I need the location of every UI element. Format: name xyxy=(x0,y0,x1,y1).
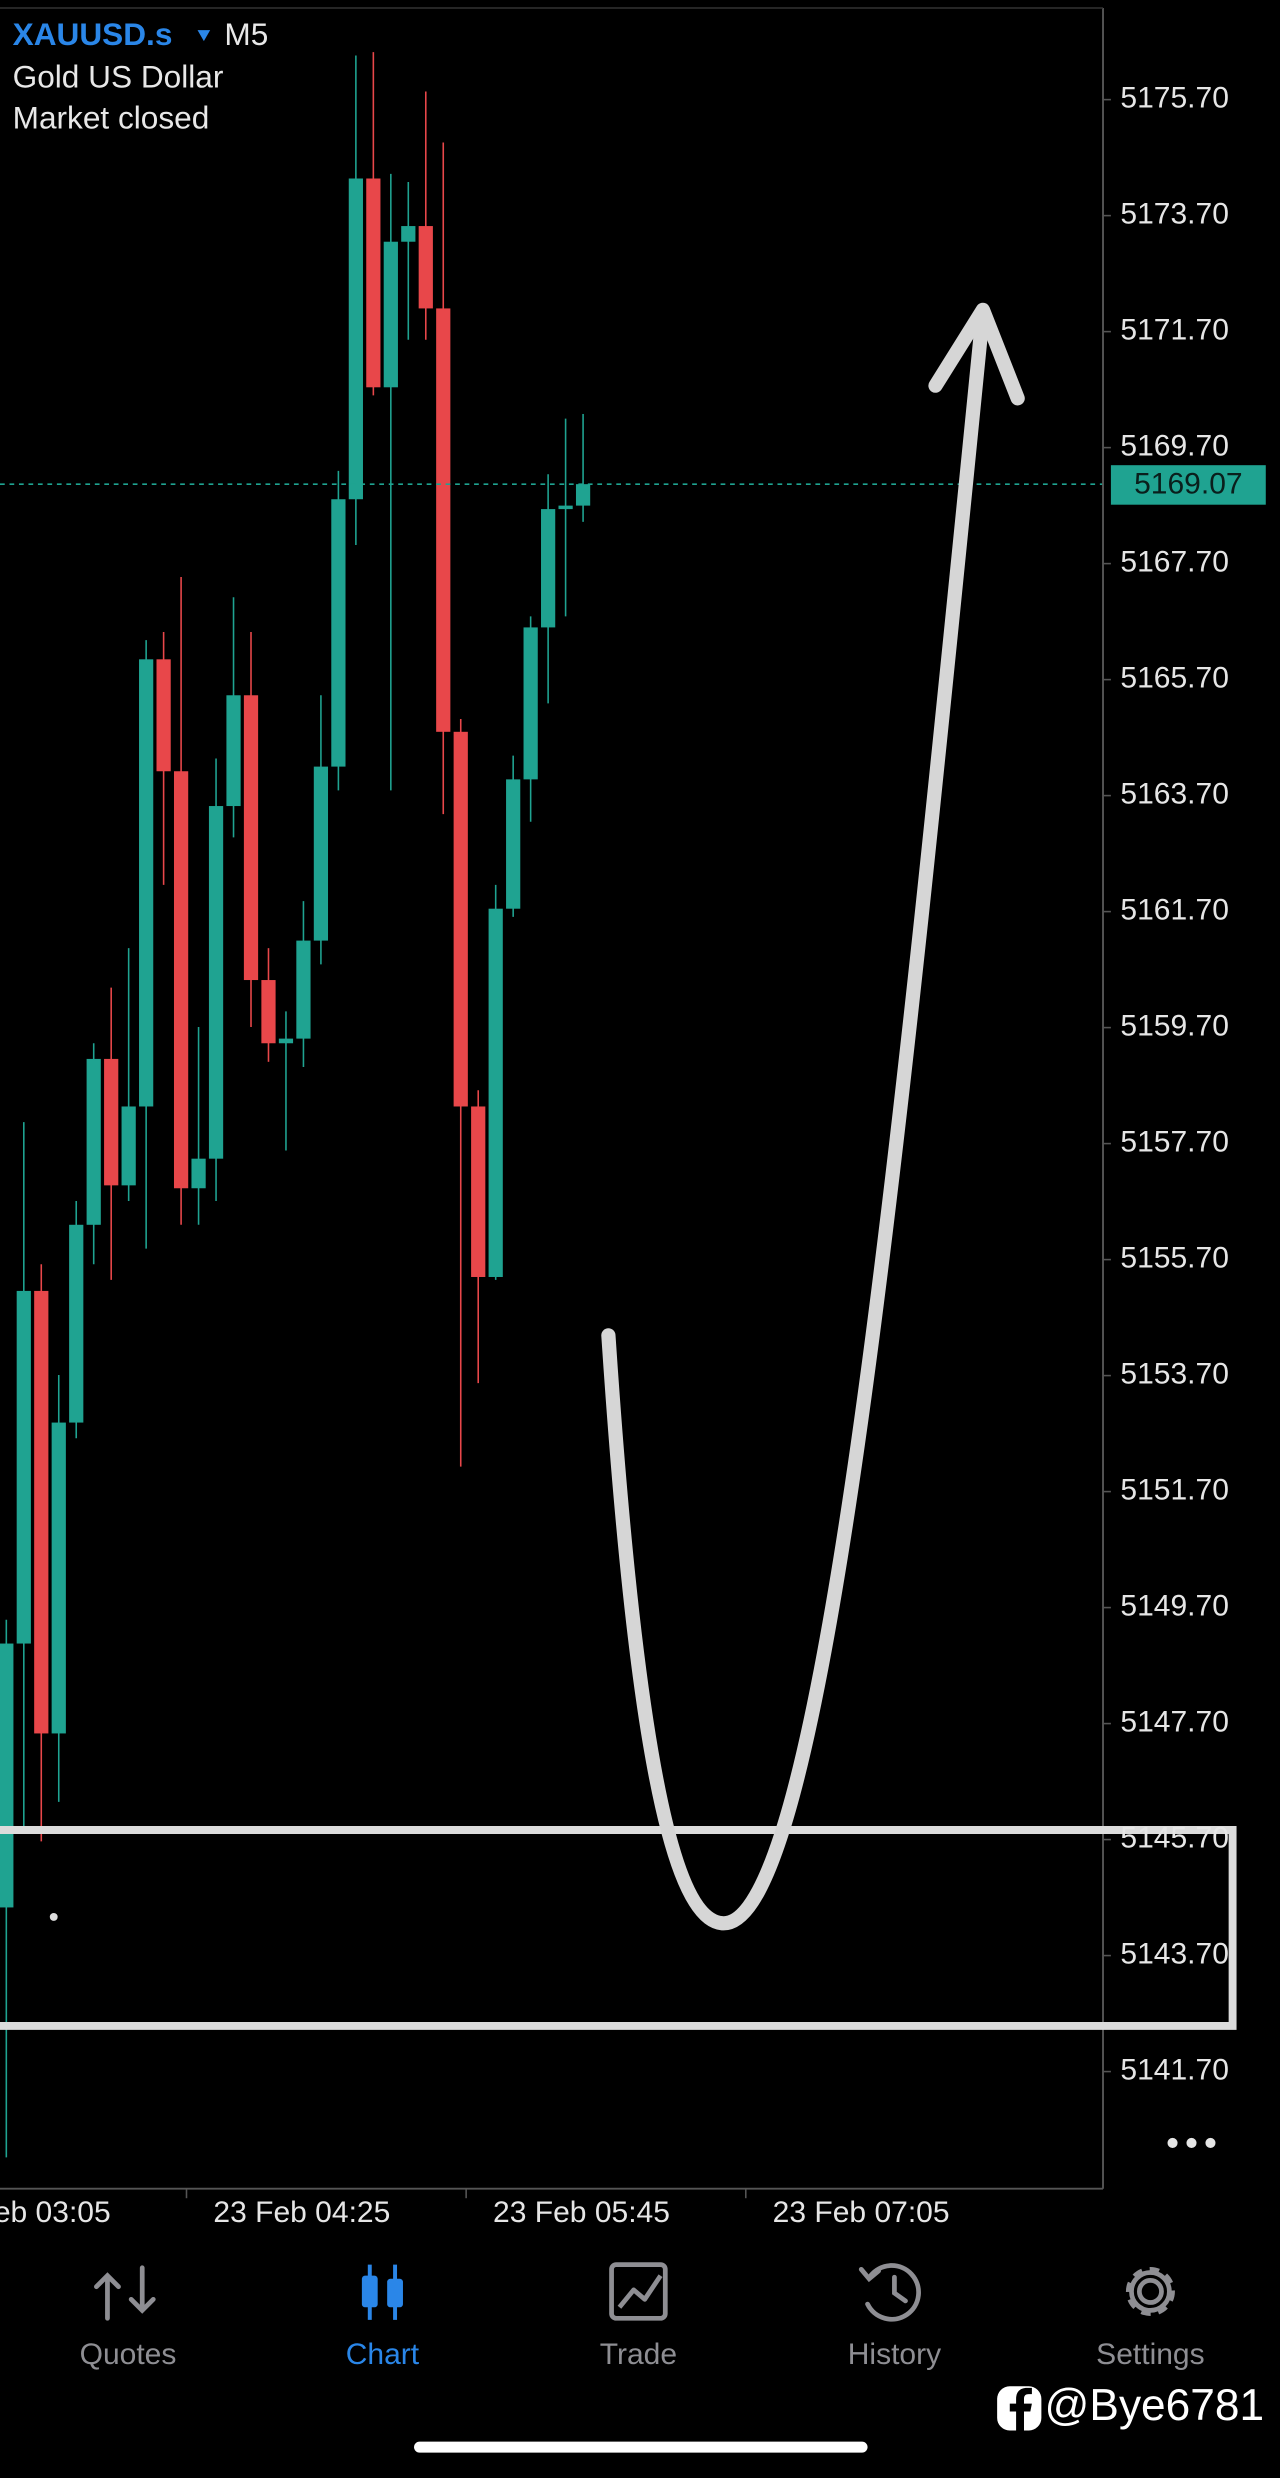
candle-body xyxy=(366,178,381,388)
nav-label[interactable]: Settings xyxy=(1096,2338,1204,2371)
nav-label-active[interactable]: Chart xyxy=(346,2338,420,2371)
y-tick-label: 5171.70 xyxy=(1120,314,1229,347)
y-tick-label: 5143.70 xyxy=(1120,1938,1229,1971)
y-tick-label: 5157.70 xyxy=(1120,1126,1229,1159)
candle-body xyxy=(331,499,346,767)
candle-body xyxy=(243,695,259,981)
candle-body xyxy=(104,1058,119,1186)
chart-icon[interactable] xyxy=(361,2264,403,2320)
candle-body xyxy=(86,1058,101,1225)
y-tick-label: 5147.70 xyxy=(1120,1706,1229,1739)
candle-body xyxy=(348,178,363,500)
candle-body xyxy=(51,1422,66,1734)
settings-icon[interactable] xyxy=(1125,2266,1175,2316)
candle-body xyxy=(471,1106,486,1277)
candle-body xyxy=(139,659,154,1107)
candle-body xyxy=(34,1290,49,1734)
y-tick-label: 5165.70 xyxy=(1120,662,1229,695)
symbol[interactable]: XAUUSD.s xyxy=(13,16,173,52)
y-tick-label: 5163.70 xyxy=(1120,778,1229,811)
y-tick-label: 5175.70 xyxy=(1120,82,1229,115)
facebook-icon xyxy=(997,2386,1042,2431)
home-indicator xyxy=(414,2441,868,2453)
history-icon[interactable] xyxy=(858,2263,921,2322)
candle-body xyxy=(191,1158,206,1189)
x-tick-label: 23 Feb 04:25 xyxy=(213,2196,390,2229)
candle-body xyxy=(16,1290,31,1644)
candle-body xyxy=(121,1106,136,1186)
candle-body xyxy=(541,509,556,628)
quotes-icon[interactable] xyxy=(94,2265,156,2321)
y-tick-label: 5141.70 xyxy=(1120,2054,1229,2087)
candle-body xyxy=(313,766,329,941)
candle-body xyxy=(261,980,276,1044)
x-tick-label: 23 Feb 03:05 xyxy=(0,2196,111,2229)
y-tick-label: 5155.70 xyxy=(1120,1242,1229,1275)
y-tick-label: 5149.70 xyxy=(1120,1590,1229,1623)
timeframe[interactable]: M5 xyxy=(224,16,268,52)
candle-body xyxy=(401,226,416,242)
y-tick-label: 5161.70 xyxy=(1120,894,1229,927)
drawn-arrow xyxy=(601,305,991,1931)
candle-body xyxy=(453,731,468,1107)
more-dot xyxy=(1167,2137,1178,2148)
candle-body xyxy=(523,627,538,780)
symbol-description: Gold US Dollar xyxy=(13,58,224,94)
candle-body xyxy=(296,940,311,1039)
candle-body xyxy=(226,695,241,807)
x-tick-label: 23 Feb 07:05 xyxy=(773,2196,950,2229)
y-tick-label: 5173.70 xyxy=(1120,198,1229,231)
candle-body xyxy=(208,806,224,1159)
watermark: @Bye6781 xyxy=(1045,2381,1265,2430)
nav-label[interactable]: Quotes xyxy=(80,2338,177,2371)
nav-label[interactable]: History xyxy=(848,2338,941,2371)
last-price-tag xyxy=(1110,465,1266,505)
y-tick-label: 5159.70 xyxy=(1120,1010,1229,1043)
y-tick-label: 5151.70 xyxy=(1120,1474,1229,1507)
nav-label[interactable]: Trade xyxy=(600,2338,677,2371)
candle-body xyxy=(488,908,503,1277)
candle-body xyxy=(506,779,521,909)
more-menu[interactable] xyxy=(1167,2137,1216,2148)
last-price-label: 5169.07 xyxy=(1134,468,1243,501)
drawn-arrow-head xyxy=(928,302,1025,406)
candle-body xyxy=(0,1643,14,1908)
y-tick-label: 5145.70 xyxy=(1120,1822,1229,1855)
candle-body xyxy=(278,1038,294,1044)
market-status: Market closed xyxy=(13,100,210,136)
symbol-dropdown-icon[interactable] xyxy=(197,30,211,42)
chart-area xyxy=(0,52,1104,2158)
candle-body xyxy=(383,241,398,388)
candle-body xyxy=(558,505,573,510)
y-tick-label: 5153.70 xyxy=(1120,1358,1229,1391)
candle-body xyxy=(575,484,591,506)
x-tick-label: 23 Feb 05:45 xyxy=(493,2196,670,2229)
more-dot xyxy=(1205,2137,1216,2148)
trade-icon[interactable] xyxy=(609,2262,668,2321)
y-tick-label: 5169.70 xyxy=(1120,430,1229,463)
drawn-zone-box xyxy=(0,1826,1237,2030)
candle-body xyxy=(156,659,171,772)
candle-body xyxy=(418,226,433,309)
y-tick-label: 5167.70 xyxy=(1120,546,1229,579)
candle-body xyxy=(69,1224,84,1423)
candle-body xyxy=(436,308,451,732)
dot xyxy=(49,1912,58,1921)
more-dot xyxy=(1186,2137,1197,2148)
candle-body xyxy=(173,771,189,1189)
